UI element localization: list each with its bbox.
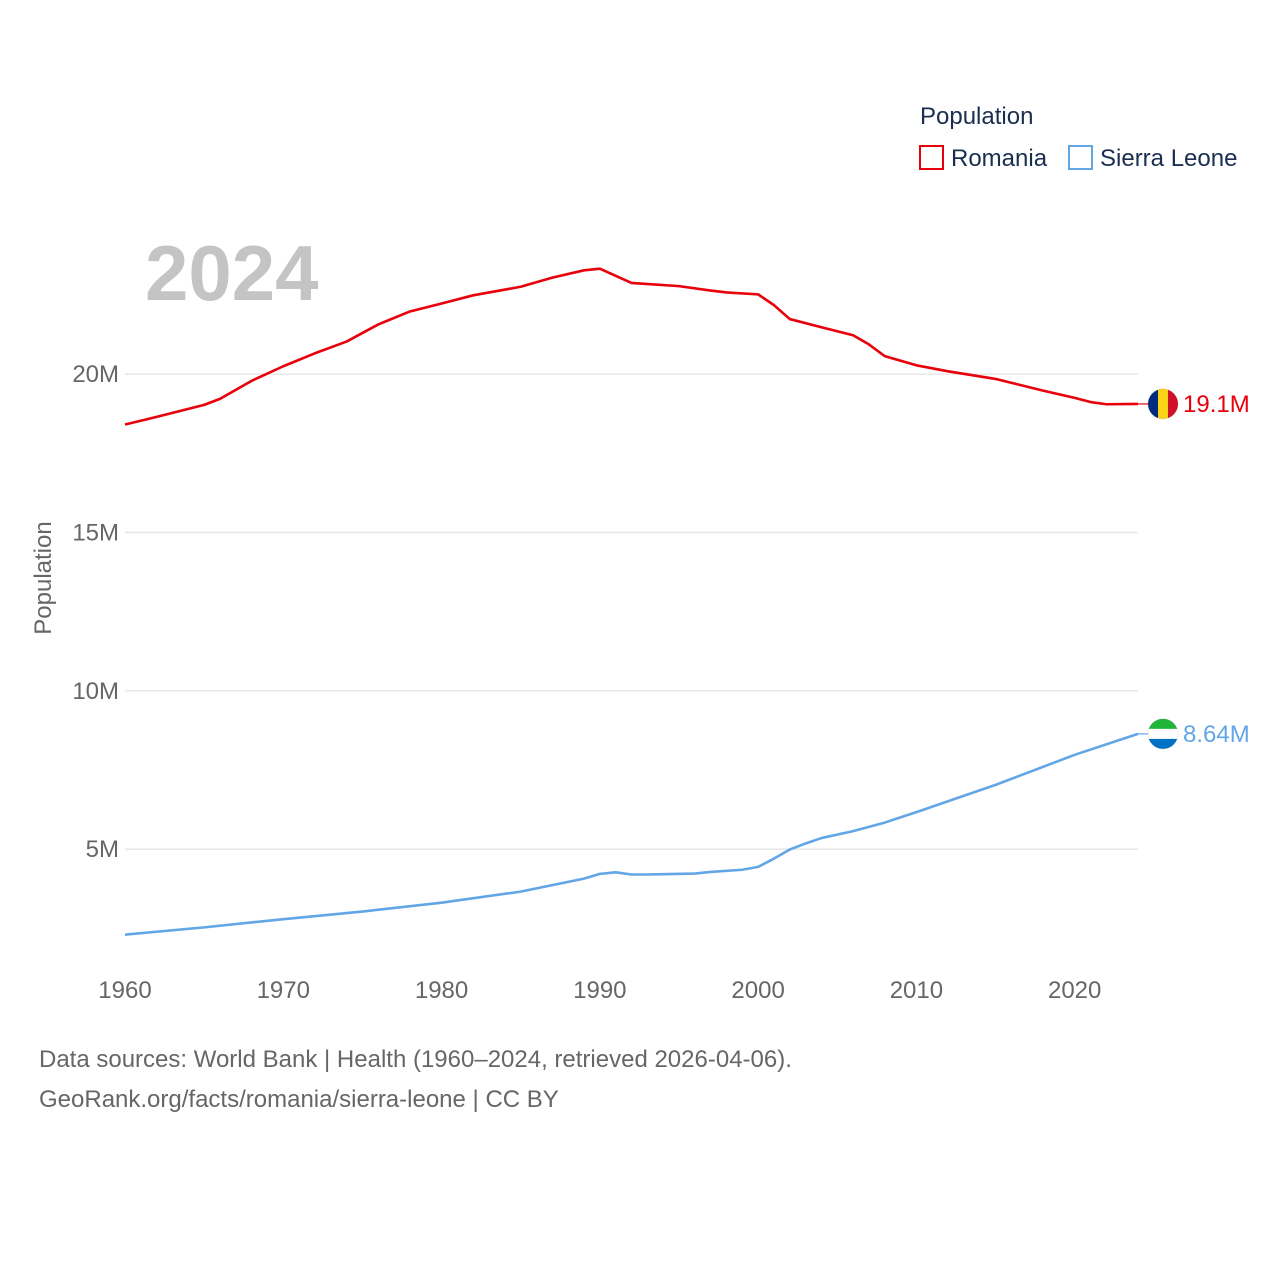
footer-attribution: GeoRank.org/facts/romania/sierra-leone |… <box>39 1086 559 1113</box>
sierra-leone-end-value: 8.64M <box>1183 721 1250 748</box>
x-tick-label: 1990 <box>573 977 626 1004</box>
x-tick-label: 2010 <box>890 977 943 1004</box>
year-watermark: 2024 <box>145 229 319 317</box>
y-tick-label: 15M <box>72 520 119 547</box>
legend-label: Sierra Leone <box>1100 145 1237 172</box>
sierra-leone-flag-icon <box>1147 718 1179 750</box>
end-markers: 19.1M 8.64M <box>1138 388 1250 750</box>
x-axis-ticks: 1960 1970 1980 1990 2000 2010 2020 <box>98 977 1101 1004</box>
x-tick-label: 2020 <box>1048 977 1101 1004</box>
grid <box>125 373 1138 850</box>
romania-end-value: 19.1M <box>1183 391 1250 418</box>
footer-sources: Data sources: World Bank | Health (1960–… <box>39 1046 792 1073</box>
legend-item-romania[interactable]: Romania <box>919 145 1048 172</box>
sierra-leone-line <box>124 732 1139 936</box>
series-lines <box>124 267 1139 936</box>
romania-flag-icon <box>1147 388 1179 420</box>
y-tick-label: 10M <box>72 678 119 705</box>
legend-title: Population <box>920 103 1033 130</box>
y-axis-title: Population <box>30 521 57 634</box>
romania-line <box>124 267 1139 426</box>
legend-label: Romania <box>951 145 1048 172</box>
x-tick-label: 2000 <box>731 977 784 1004</box>
footer: Data sources: World Bank | Health (1960–… <box>39 1040 792 1120</box>
y-axis-ticks: 5M 10M 15M 20M <box>72 361 119 863</box>
x-tick-label: 1980 <box>415 977 468 1004</box>
legend-swatch <box>1068 145 1093 170</box>
x-tick-label: 1960 <box>98 977 151 1004</box>
y-tick-label: 20M <box>72 361 119 388</box>
legend: Population Romania Sierra Leone <box>919 103 1237 172</box>
y-tick-label: 5M <box>86 836 119 863</box>
x-tick-label: 1970 <box>257 977 310 1004</box>
legend-item-sierra-leone[interactable]: Sierra Leone <box>1068 145 1237 172</box>
legend-swatch <box>919 145 944 170</box>
